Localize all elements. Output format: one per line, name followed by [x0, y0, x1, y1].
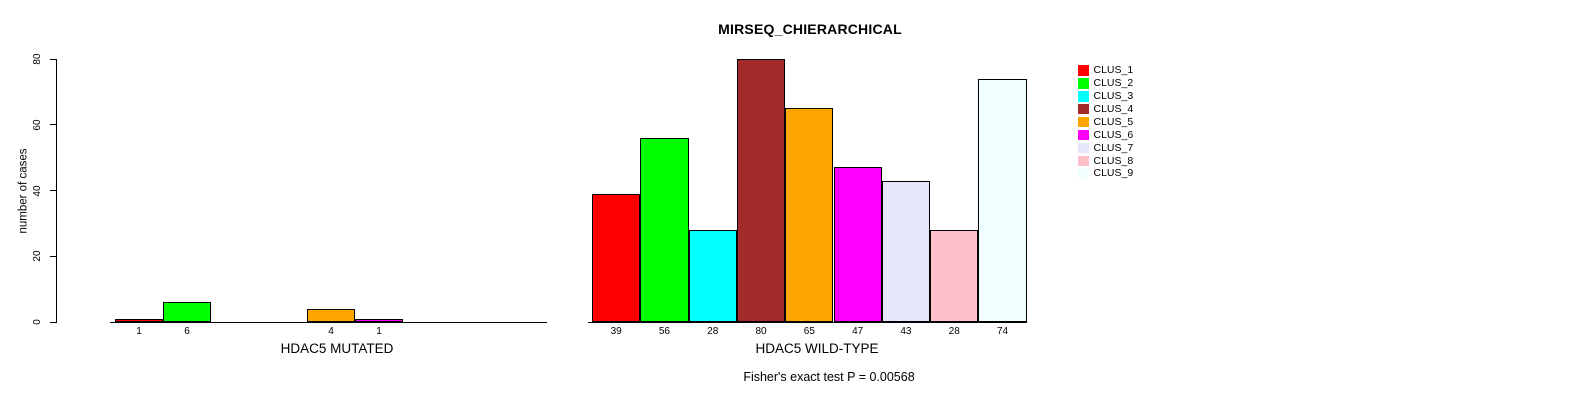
y-tick-label: 60: [32, 119, 43, 131]
bar-value-label: 28: [707, 326, 719, 337]
chart-title: MIRSEQ_CHIERARCHICAL: [718, 21, 902, 37]
bar-CLUS_1: [592, 194, 641, 322]
legend-swatch-icon: [1078, 116, 1089, 128]
x-axis-line-wild-type: [588, 322, 1027, 323]
legend-swatch-icon: [1078, 155, 1089, 167]
legend-swatch-icon: [1078, 91, 1089, 102]
x-axis-label-wild-type: HDAC5 WILD-TYPE: [755, 341, 879, 356]
bar-CLUS_6: [355, 319, 403, 322]
fisher-test-annotation: Fisher's exact test P = 0.00568: [743, 370, 915, 384]
x-axis-line-mutated: [110, 322, 547, 323]
bar-CLUS_1: [115, 319, 163, 322]
legend-row: CLUS_7: [1078, 141, 1133, 154]
bar-value-label: 4: [328, 326, 334, 337]
bar-CLUS_5: [785, 108, 834, 322]
legend-row: CLUS_9: [1078, 167, 1133, 180]
legend-label: CLUS_4: [1093, 102, 1134, 115]
legend-swatch-icon: [1078, 65, 1089, 76]
legend-label: CLUS_7: [1093, 141, 1134, 154]
bar-CLUS_5: [307, 309, 355, 322]
bar-CLUS_3: [688, 230, 737, 322]
bar-CLUS_9: [978, 79, 1027, 322]
y-tick-mark: [50, 190, 56, 191]
bar-value-label: 39: [610, 326, 622, 337]
legend-label: CLUS_5: [1093, 115, 1134, 128]
y-axis-title: number of cases: [17, 148, 30, 234]
bar-value-label: 56: [658, 326, 670, 337]
y-axis-line: [56, 59, 57, 323]
bar-value-label: 1: [376, 326, 382, 337]
y-tick-mark: [50, 58, 56, 60]
legend-swatch-icon: [1078, 129, 1089, 141]
y-tick-mark: [50, 321, 56, 323]
y-tick-mark: [50, 124, 56, 126]
legend-label: CLUS_2: [1093, 77, 1134, 90]
legend-row: CLUS_6: [1078, 129, 1133, 142]
legend-label: CLUS_9: [1093, 167, 1134, 180]
bar-value-label: 6: [184, 326, 190, 337]
legend-row: CLUS_8: [1078, 154, 1133, 167]
y-tick-label: 0: [32, 319, 43, 325]
legend-swatch-icon: [1078, 103, 1089, 115]
legend-row: CLUS_5: [1078, 116, 1133, 129]
bar-CLUS_4: [736, 59, 786, 322]
bar-value-label: 65: [803, 326, 815, 337]
x-axis-label-mutated: HDAC5 MUTATED: [280, 341, 394, 356]
legend-row: CLUS_3: [1078, 90, 1133, 103]
y-tick-label: 20: [32, 250, 43, 262]
bar-value-label: 28: [948, 326, 960, 337]
bar-CLUS_2: [163, 302, 211, 322]
legend-label: CLUS_8: [1093, 154, 1134, 167]
legend-row: CLUS_4: [1078, 103, 1133, 116]
y-tick-label: 40: [32, 184, 43, 197]
bar-CLUS_8: [930, 230, 979, 322]
bar-CLUS_6: [833, 167, 882, 322]
bar-CLUS_7: [881, 181, 931, 322]
bar-value-label: 80: [755, 326, 767, 337]
bar-value-label: 47: [852, 326, 864, 337]
y-tick-mark: [50, 255, 56, 257]
bar-CLUS_2: [640, 138, 689, 322]
legend-label: CLUS_3: [1093, 90, 1134, 103]
bar-value-label: 43: [900, 326, 912, 337]
legend-label: CLUS_1: [1093, 64, 1134, 77]
legend-swatch-icon: [1078, 78, 1089, 89]
legend-label: CLUS_6: [1093, 128, 1134, 141]
legend-row: CLUS_2: [1078, 77, 1133, 90]
legend-swatch-icon: [1078, 142, 1089, 154]
y-tick-label: 80: [32, 53, 43, 65]
legend-row: CLUS_1: [1078, 64, 1133, 77]
bar-value-label: 1: [136, 326, 142, 337]
bar-value-label: 74: [996, 326, 1009, 337]
legend-swatch-icon: [1078, 168, 1089, 179]
